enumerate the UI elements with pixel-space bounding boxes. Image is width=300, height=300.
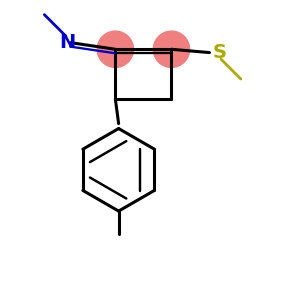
Circle shape (153, 31, 190, 68)
Circle shape (97, 31, 134, 68)
Text: S: S (212, 43, 226, 62)
Text: N: N (59, 33, 76, 52)
